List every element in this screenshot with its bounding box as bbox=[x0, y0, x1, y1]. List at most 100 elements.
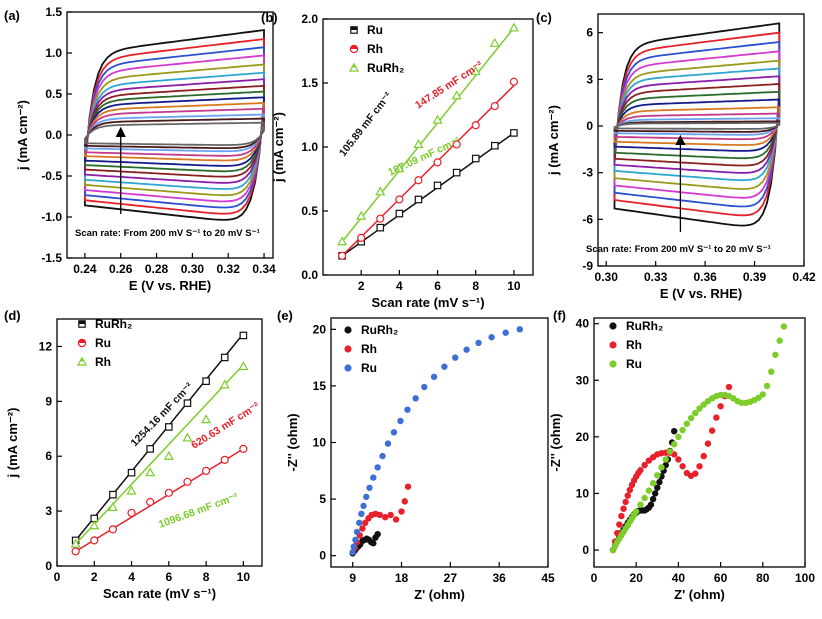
panel-b-xtick-label: 2 bbox=[358, 279, 365, 293]
panel-b-legend-marker bbox=[349, 44, 359, 54]
panel-c-xtick-label: 0.42 bbox=[792, 270, 816, 284]
panel-d-legend-marker bbox=[77, 338, 87, 348]
panel-a-xlabel: E (V vs. RHE) bbox=[129, 278, 211, 293]
panel-e-legend-marker bbox=[344, 364, 352, 372]
panel-d-point bbox=[201, 466, 211, 475]
panel-e-point bbox=[384, 440, 392, 447]
panel-b-point bbox=[451, 90, 462, 100]
panel-e-ylabel: -Z'' (ohm) bbox=[285, 413, 300, 471]
panel-f-xtick-label: 40 bbox=[672, 571, 686, 585]
panel-d-point bbox=[220, 353, 229, 362]
panel-f-point bbox=[654, 472, 661, 479]
panel-c-ytick-label: 6 bbox=[586, 26, 593, 40]
panel-f-point bbox=[679, 426, 686, 434]
panel-d-point bbox=[109, 490, 117, 499]
panel-c-ytick-label: 0 bbox=[586, 119, 593, 133]
panel-c-xtick-label: 0.30 bbox=[595, 270, 619, 284]
panel-b-legend-entry: Rh bbox=[367, 42, 383, 56]
panel-c-cv-curve bbox=[613, 122, 781, 130]
panel-d-point bbox=[238, 361, 249, 371]
panel-a-xtick-label: 0.34 bbox=[252, 262, 276, 276]
panel-d-point bbox=[219, 379, 230, 389]
panel-d-ylabel: j (mA cm⁻²) bbox=[5, 408, 20, 479]
panel-e-point bbox=[349, 549, 356, 556]
panel-f-point bbox=[780, 323, 788, 330]
panel-e-point bbox=[412, 395, 419, 402]
panel-e-point bbox=[382, 514, 389, 521]
panel-e-point bbox=[404, 406, 411, 413]
panel-d-point bbox=[220, 455, 229, 464]
panel-e-xtick-label: 9 bbox=[349, 571, 356, 585]
panel-a-ytick-label: 0.0 bbox=[45, 128, 62, 142]
panel-c-ytick-label: -3 bbox=[582, 166, 593, 180]
panel-c-ytick-label: -6 bbox=[582, 212, 593, 226]
panel-d-fit-line-0 bbox=[75, 333, 244, 541]
panel-c-ytick-label: -9 bbox=[582, 259, 593, 273]
panel-e-xtick-label: 45 bbox=[541, 571, 555, 585]
panel-e-point bbox=[475, 339, 482, 347]
panel-b-point bbox=[357, 233, 366, 242]
panel-e-legend-entry: Ru bbox=[361, 361, 377, 375]
panel-f-point bbox=[763, 382, 771, 390]
panel-e-point bbox=[360, 502, 367, 510]
panel-f-ytick-label: 30 bbox=[576, 373, 590, 387]
panel-b-point bbox=[452, 168, 461, 177]
panel-d-slope-label: 620.63 mF cm⁻² bbox=[189, 400, 262, 452]
panel-f-frame bbox=[593, 317, 806, 568]
panel-f-point bbox=[626, 486, 634, 494]
panel-e-point bbox=[397, 417, 404, 425]
panel-f-legend-marker bbox=[609, 341, 617, 349]
panel-e-point bbox=[401, 498, 408, 505]
panel-c-xtick-label: 0.33 bbox=[644, 270, 668, 284]
panel-d-point bbox=[183, 399, 192, 407]
panel-a-xtick-label: 0.32 bbox=[217, 262, 241, 276]
panel-d-ytick-label: 0 bbox=[45, 559, 52, 573]
panel-d-point bbox=[165, 423, 173, 431]
panel-e-point bbox=[441, 363, 448, 370]
panel-f-point bbox=[654, 484, 661, 491]
panel-e-legend-entry: RuRh₂ bbox=[361, 323, 398, 337]
panel-a-xtick-label: 0.24 bbox=[73, 262, 97, 276]
panel-d-point bbox=[202, 377, 210, 386]
panel-b-xlabel: Scan rate (mV s⁻¹) bbox=[371, 295, 484, 310]
panel-f-ytick-label: 40 bbox=[576, 317, 590, 331]
panel-b-point bbox=[509, 77, 519, 86]
panel-b-point bbox=[471, 121, 480, 130]
panel-d-point bbox=[239, 444, 248, 454]
panel-b-point bbox=[356, 210, 367, 220]
panel-b-point bbox=[490, 101, 499, 111]
panel-e-xtick-label: 18 bbox=[395, 571, 409, 585]
panel-e-ytick-label: 10 bbox=[313, 436, 327, 450]
panel-f-point bbox=[662, 456, 669, 463]
panel-d-point bbox=[71, 547, 80, 556]
panel-b-label: (b) bbox=[261, 10, 278, 25]
panel-a-ytick-label: 1.0 bbox=[45, 46, 62, 60]
panel-d-point bbox=[89, 520, 100, 530]
panel-e-ytick-label: 5 bbox=[319, 492, 326, 506]
panel-b-xtick-label: 4 bbox=[396, 279, 403, 293]
panel-d-xtick-label: 0 bbox=[54, 570, 61, 584]
panel-f-point bbox=[624, 492, 631, 499]
panel-e-point bbox=[452, 354, 459, 361]
panel-e-point bbox=[392, 516, 400, 523]
panel-f-point bbox=[675, 433, 682, 441]
panel-e-point bbox=[363, 493, 370, 501]
panel-f-point bbox=[649, 495, 657, 503]
panel-f-point bbox=[616, 521, 623, 528]
panel-f-xlabel: Z' (ohm) bbox=[674, 587, 725, 602]
panel-e-ytick-label: 0 bbox=[319, 549, 326, 563]
panel-b-slope-label: 105.89 mF cm⁻² bbox=[337, 90, 395, 159]
panel-b-point bbox=[433, 181, 442, 190]
panel-f-point bbox=[725, 383, 733, 391]
panel-b-point bbox=[489, 37, 500, 47]
panel-c-ylabel: j (mA cm⁻²) bbox=[546, 105, 561, 176]
panel-f-point bbox=[670, 427, 678, 435]
panel-b-slope-label: 187.09 mF cm⁻² bbox=[386, 135, 462, 179]
panel-a-ytick-label: -1.5 bbox=[41, 251, 62, 265]
panel-d-legend-marker bbox=[78, 320, 86, 328]
panel-e-point bbox=[502, 329, 509, 336]
panel-b-point bbox=[375, 186, 386, 196]
panel-e-point bbox=[516, 326, 523, 333]
panel-f-point bbox=[692, 470, 699, 477]
panel-d-legend-entry: RuRh₂ bbox=[95, 317, 132, 331]
